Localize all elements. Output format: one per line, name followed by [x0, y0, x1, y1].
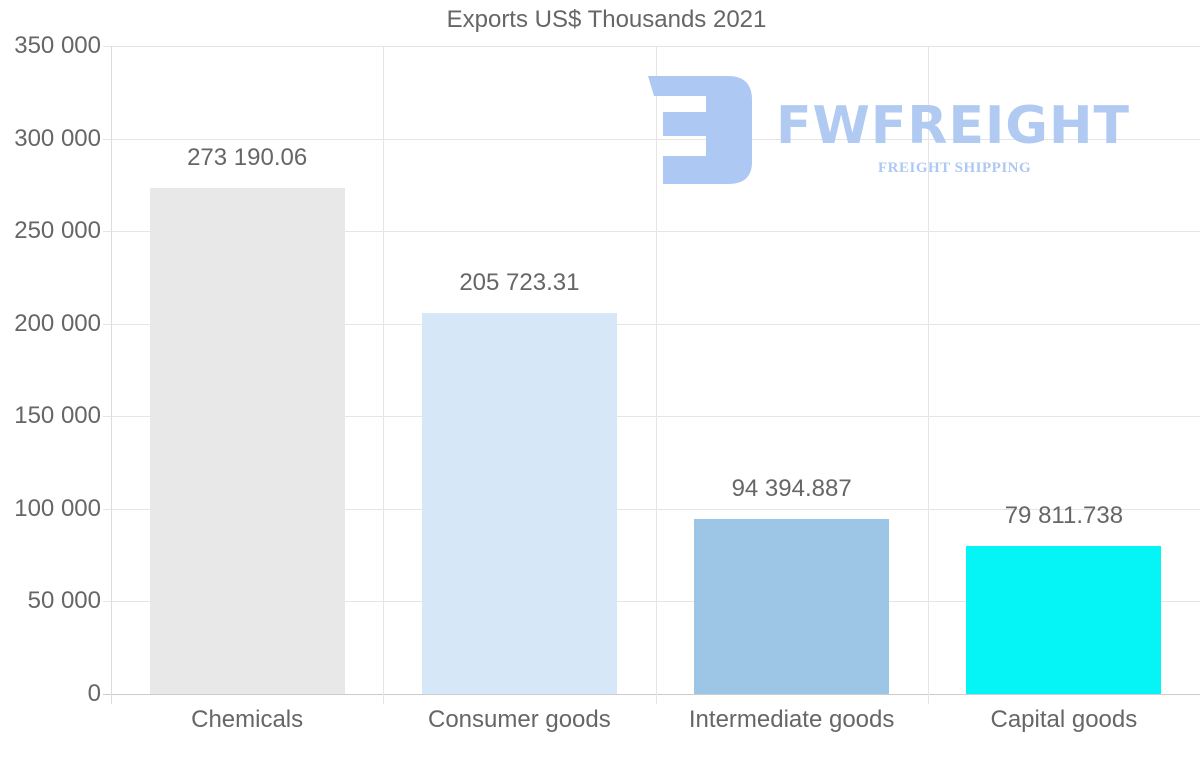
x-tick-label: Capital goods: [990, 706, 1138, 733]
gridline-x: [927, 46, 929, 704]
y-tick-label: 350 000: [14, 32, 101, 59]
bar-chemicals[interactable]: [149, 188, 345, 694]
y-tick-label: 150 000: [14, 402, 101, 430]
bar-value-label: 273 190.06: [187, 144, 308, 172]
bar-consumer-goods[interactable]: [421, 313, 617, 694]
bar-capital-goods[interactable]: [966, 546, 1162, 694]
y-tick-label: 0: [87, 680, 101, 707]
bar-value-label: 79 811.738: [1004, 502, 1124, 530]
chart-title: Exports US$ Thousands 2021: [446, 6, 767, 33]
bar-value-label: 94 394.887: [731, 475, 852, 503]
gridline-y: [103, 508, 1200, 510]
gridline-y: [103, 46, 1200, 47]
watermark-logo: FWFREIGHT FREIGHT SHIPPING: [646, 72, 1156, 192]
gridline-y: [103, 694, 1200, 695]
gridline-y: [103, 416, 1200, 418]
bar-value-label: 205 723.31: [459, 269, 580, 297]
fwfreight-logo-icon: [648, 76, 752, 184]
gridline-x: [655, 46, 657, 704]
gridline-y: [103, 601, 1200, 603]
plot-area: 0 50 000 100 000 150 000 200 000 250 000 300 0…: [14, 34, 1200, 706]
x-tick-label: Chemicals: [191, 706, 304, 733]
x-tick-label: Intermediate goods: [688, 706, 895, 733]
gridline-x: [383, 46, 385, 704]
watermark-brand: FWFREIGHT: [776, 96, 1130, 156]
gridline-y: [103, 138, 1200, 140]
y-tick-label: 300 000: [14, 124, 101, 152]
gridline-y: [103, 323, 1200, 325]
y-tick-label: 50 000: [27, 587, 101, 615]
y-tick-label: 100 000: [14, 494, 101, 522]
gridline-y: [103, 231, 1200, 233]
bar-intermediate-goods[interactable]: [694, 519, 890, 694]
x-tick-label: Consumer goods: [427, 706, 611, 733]
y-tick-label: 250 000: [14, 217, 101, 245]
gridline-x: [111, 46, 112, 704]
y-tick-label: 200 000: [14, 309, 101, 337]
watermark-tagline: FREIGHT SHIPPING: [878, 160, 1032, 176]
